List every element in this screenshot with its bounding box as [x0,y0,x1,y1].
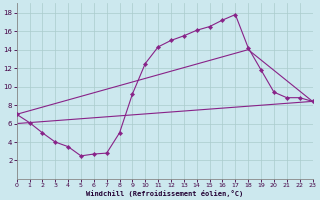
X-axis label: Windchill (Refroidissement éolien,°C): Windchill (Refroidissement éolien,°C) [86,190,243,197]
